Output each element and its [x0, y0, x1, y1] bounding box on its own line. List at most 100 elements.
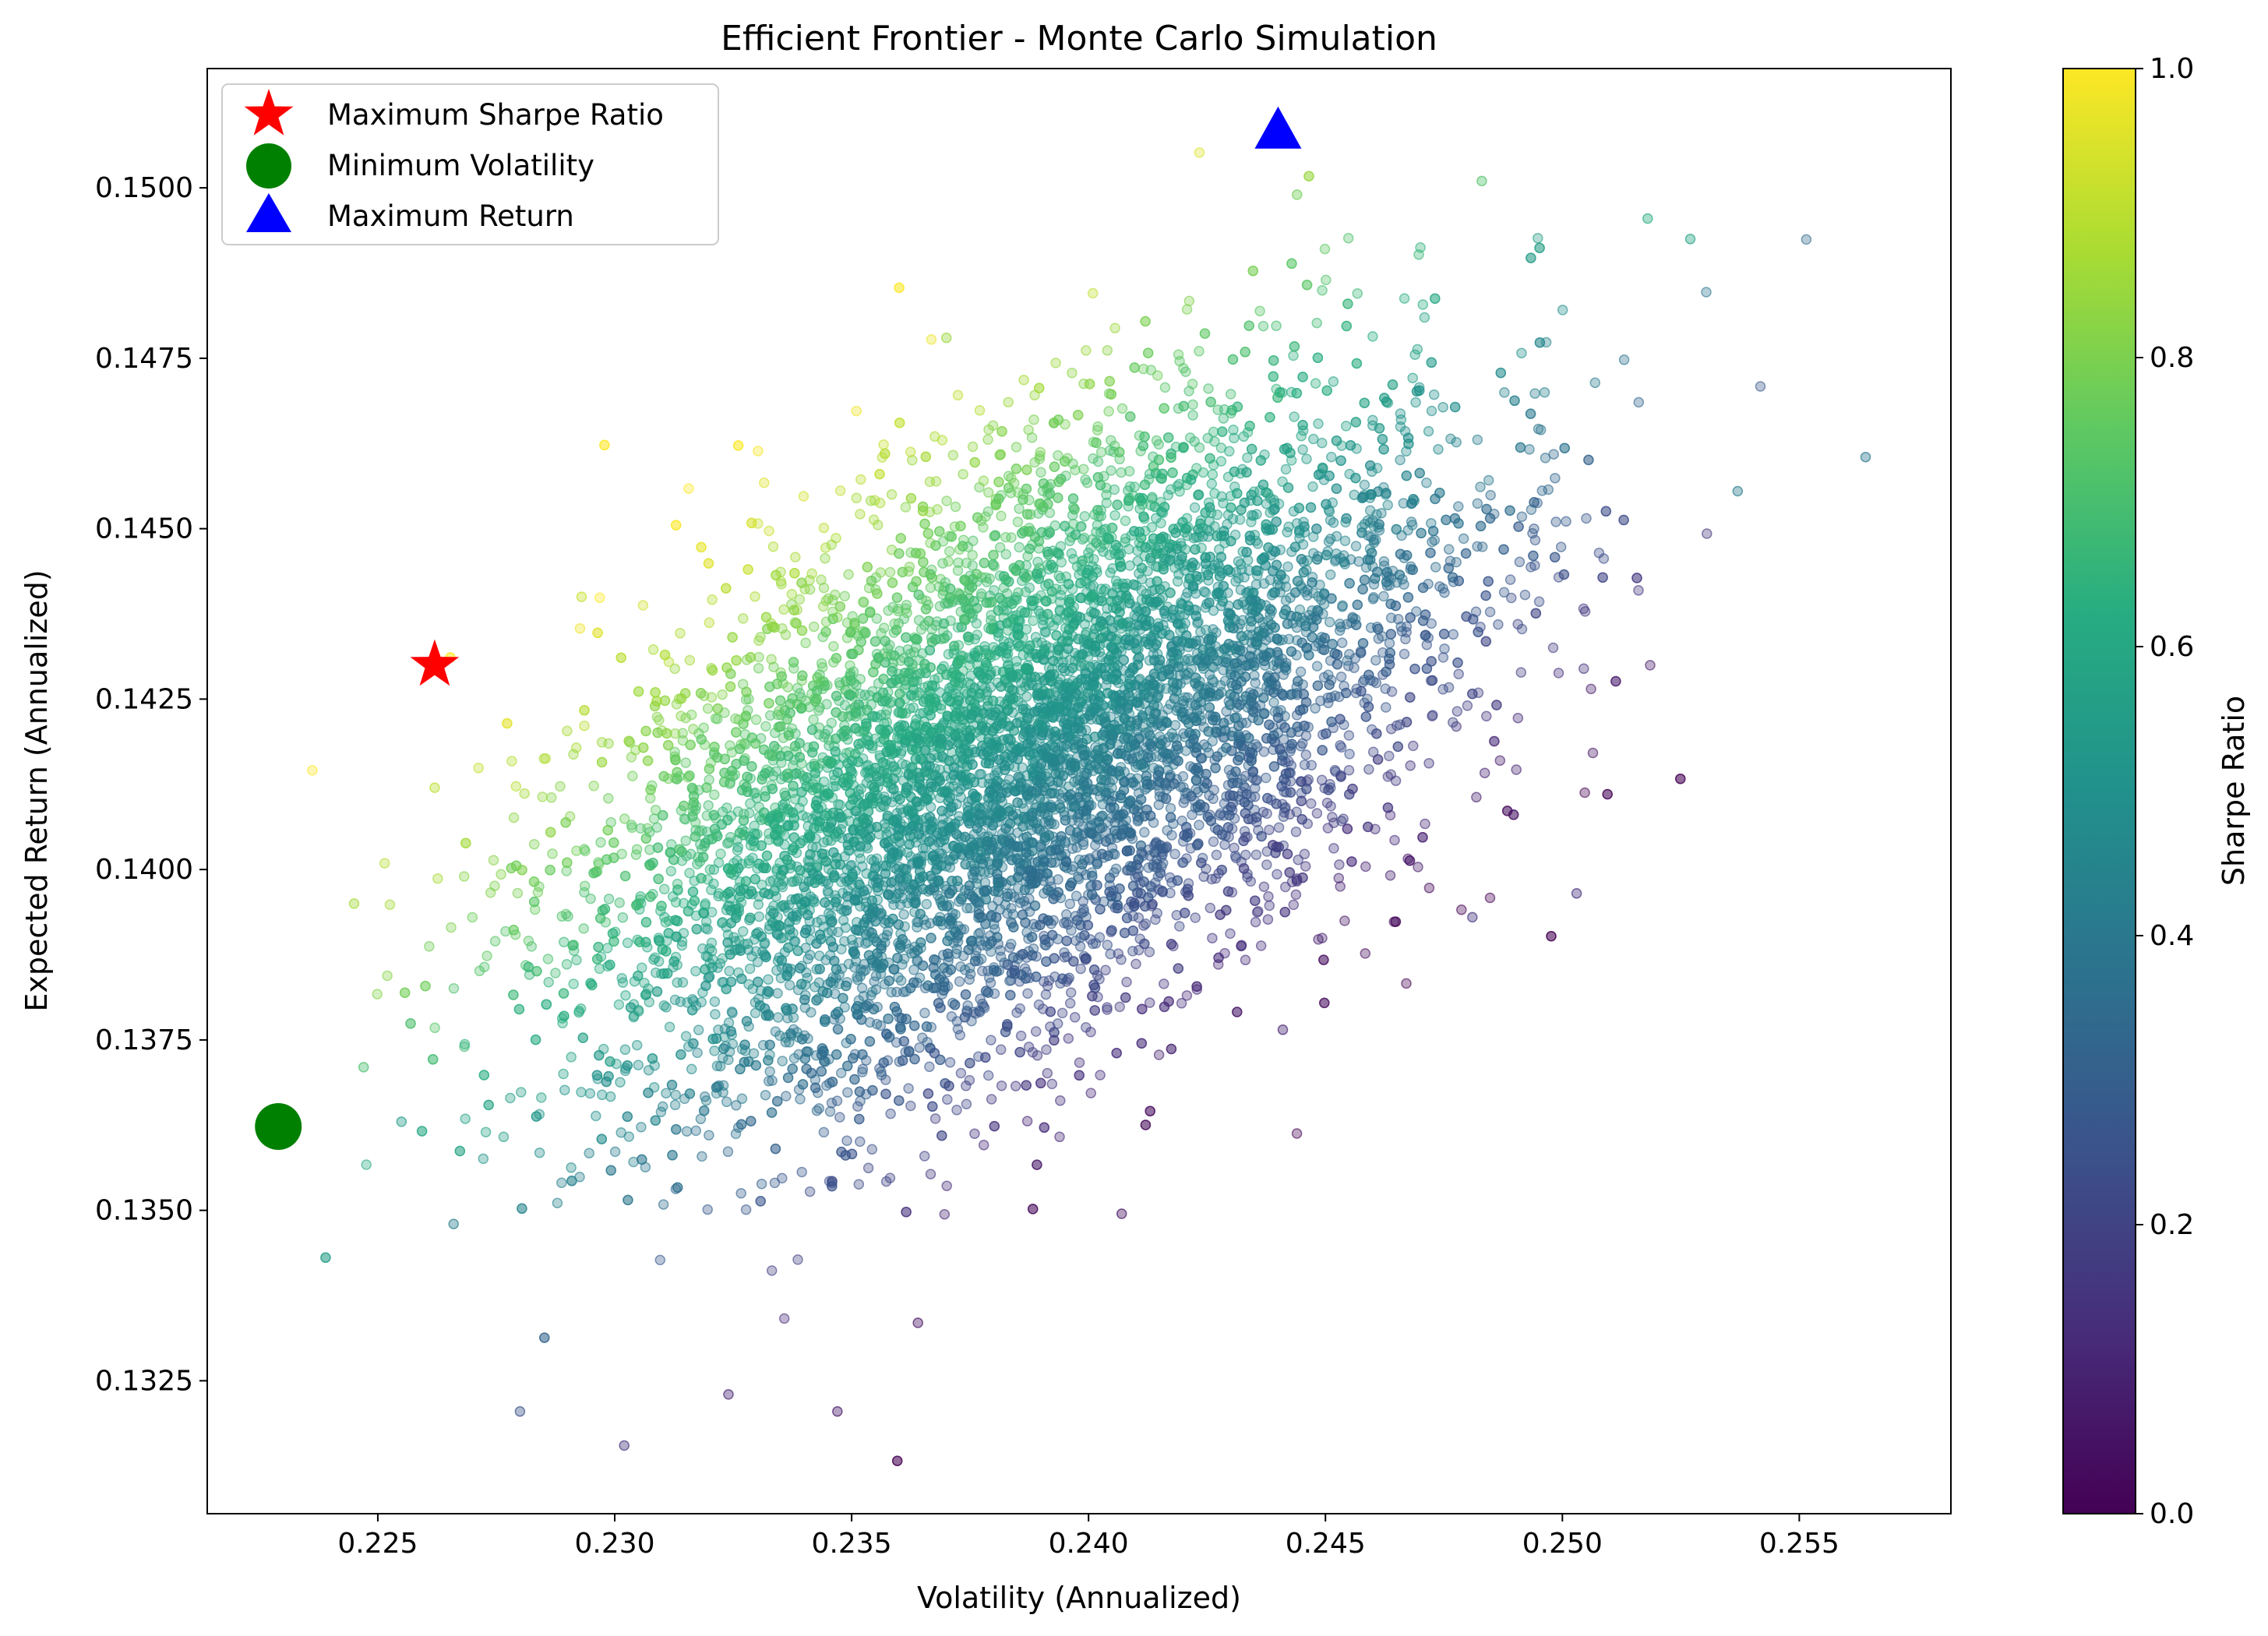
portfolio-point	[1114, 1001, 1125, 1013]
portfolio-point	[818, 582, 830, 594]
portfolio-point	[1165, 484, 1176, 495]
portfolio-point	[884, 566, 896, 578]
portfolio-point	[1581, 513, 1592, 524]
portfolio-point	[1535, 425, 1547, 435]
portfolio-point	[546, 792, 557, 803]
portfolio-point	[883, 605, 894, 616]
portfolio-point	[1645, 660, 1656, 671]
portfolio-point	[855, 1136, 866, 1148]
portfolio-point	[1321, 274, 1332, 286]
portfolio-point	[566, 1162, 577, 1173]
portfolio-point	[950, 501, 961, 513]
portfolio-point	[1250, 849, 1262, 860]
portfolio-point	[1100, 964, 1111, 976]
portfolio-point	[866, 1144, 878, 1155]
portfolio-point	[614, 897, 625, 908]
portfolio-point	[1485, 489, 1496, 501]
portfolio-point	[568, 978, 579, 989]
portfolio-point	[1701, 287, 1712, 298]
portfolio-point	[1550, 517, 1561, 527]
portfolio-point	[1272, 869, 1282, 880]
portfolio-point	[1173, 403, 1184, 414]
portfolio-point	[1249, 670, 1260, 681]
portfolio-point	[1005, 916, 1017, 928]
portfolio-point	[1194, 147, 1205, 158]
portfolio-point	[790, 552, 801, 562]
portfolio-point	[1475, 481, 1486, 492]
portfolio-point	[1208, 836, 1219, 848]
chart-title: Efficient Frontier - Monte Carlo Simulat…	[721, 19, 1437, 58]
portfolio-point	[574, 622, 586, 634]
portfolio-point	[753, 635, 764, 646]
portfolio-point	[1516, 511, 1528, 522]
portfolio-point	[1339, 535, 1351, 546]
portfolio-point	[684, 867, 695, 879]
portfolio-point	[571, 954, 582, 966]
portfolio-point	[760, 721, 771, 732]
portfolio-point	[561, 959, 573, 970]
portfolio-point	[1028, 615, 1039, 626]
portfolio-point	[1484, 892, 1496, 904]
portfolio-point	[795, 1094, 806, 1105]
portfolio-point	[1579, 606, 1591, 617]
portfolio-point	[1177, 770, 1189, 782]
portfolio-point	[1011, 442, 1022, 453]
portfolio-point	[1208, 624, 1219, 635]
portfolio-point	[1261, 772, 1272, 784]
portfolio-point	[559, 1084, 570, 1095]
portfolio-point	[622, 937, 633, 949]
portfolio-point	[1317, 437, 1328, 449]
portfolio-point	[1448, 629, 1459, 640]
portfolio-point	[753, 911, 765, 922]
portfolio-point	[903, 1083, 914, 1094]
portfolio-point	[1453, 668, 1464, 679]
portfolio-point	[1401, 978, 1412, 989]
portfolio-point	[541, 999, 552, 1010]
portfolio-point	[669, 1099, 681, 1111]
portfolio-point	[558, 1068, 569, 1080]
portfolio-point	[961, 1081, 972, 1091]
portfolio-point	[1373, 633, 1384, 644]
portfolio-point	[941, 1180, 952, 1191]
portfolio-point	[702, 1204, 713, 1215]
portfolio-point	[1359, 479, 1370, 491]
portfolio-point	[1351, 443, 1362, 454]
portfolio-point	[536, 1092, 547, 1103]
portfolio-point	[1139, 827, 1150, 838]
portfolio-point	[1516, 347, 1527, 358]
portfolio-point	[986, 1094, 997, 1105]
portfolio-point	[788, 1052, 800, 1064]
portfolio-point	[1206, 478, 1218, 489]
portfolio-point	[756, 1178, 767, 1190]
portfolio-point	[680, 757, 691, 768]
portfolio-point	[508, 812, 520, 823]
portfolio-point	[763, 974, 774, 985]
portfolio-point	[1050, 358, 1061, 368]
portfolio-point	[562, 725, 573, 737]
portfolio-point	[603, 793, 614, 804]
portfolio-point	[1367, 331, 1378, 342]
portfolio-point	[510, 781, 522, 792]
portfolio-point	[1194, 346, 1205, 357]
portfolio-point	[858, 597, 869, 608]
portfolio-point	[929, 1113, 941, 1124]
portfolio-point	[1152, 370, 1163, 381]
portfolio-point	[658, 883, 670, 895]
portfolio-point	[1382, 499, 1393, 511]
portfolio-point	[944, 545, 955, 557]
portfolio-point	[1173, 349, 1184, 360]
portfolio-point	[1310, 378, 1321, 389]
portfolio-point	[714, 1060, 726, 1072]
portfolio-point	[1165, 887, 1176, 899]
portfolio-point	[1499, 387, 1510, 398]
portfolio-point	[1116, 403, 1128, 414]
portfolio-point	[817, 661, 828, 673]
portfolio-point	[1301, 453, 1312, 464]
portfolio-point	[826, 539, 838, 550]
portfolio-point	[952, 565, 964, 576]
portfolio-point	[576, 1087, 587, 1098]
portfolio-point	[1428, 389, 1440, 400]
portfolio-point	[547, 848, 558, 859]
portfolio-point	[585, 893, 596, 904]
portfolio-point	[643, 1064, 654, 1076]
